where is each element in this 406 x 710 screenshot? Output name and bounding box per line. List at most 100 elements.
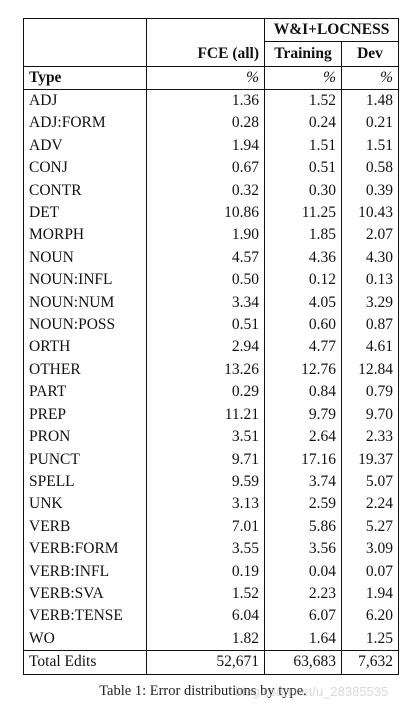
row-training-value: 0.60 bbox=[264, 314, 342, 337]
table-row: ADJ:FORM 0.28 0.24 0.21 bbox=[23, 112, 400, 135]
error-distribution-table-container: W&I+LOCNESS FCE (all) Training Dev Type … bbox=[23, 18, 400, 675]
table-row: OTHER 13.26 12.76 12.84 bbox=[23, 358, 400, 382]
row-fce-value: 0.50 bbox=[146, 269, 265, 292]
row-fce-value: 3.51 bbox=[146, 426, 265, 449]
header-row-columns: FCE (all) Training Dev bbox=[23, 41, 400, 67]
table-row: VERB:SVA 1.52 2.23 1.94 bbox=[23, 582, 400, 606]
total-label: Total Edits bbox=[23, 650, 147, 675]
row-type: DET bbox=[23, 202, 147, 225]
row-training-value: 4.36 bbox=[264, 246, 342, 270]
row-training-value: 17.16 bbox=[264, 448, 342, 471]
row-training-value: 1.85 bbox=[264, 224, 342, 247]
row-dev-value: 2.33 bbox=[340, 426, 400, 449]
row-dev-value: 0.58 bbox=[340, 157, 400, 180]
row-type: NOUN bbox=[23, 246, 147, 270]
row-training-value: 11.25 bbox=[264, 202, 342, 225]
row-fce-value: 1.94 bbox=[146, 134, 265, 158]
table-body: ADJ 1.36 1.52 1.48 ADJ:FORM 0.28 0.24 0.21 ADV 1.… bbox=[23, 89, 400, 651]
header-row-units: Type % % % bbox=[23, 66, 400, 90]
row-fce-value: 0.67 bbox=[146, 157, 265, 180]
row-training-value: 1.64 bbox=[264, 627, 342, 651]
row-dev-value: 0.87 bbox=[340, 314, 400, 337]
table-row: PRON 3.51 2.64 2.33 bbox=[23, 426, 400, 449]
row-type: VERB:FORM bbox=[23, 538, 147, 561]
unit-percent: % bbox=[264, 66, 342, 90]
row-dev-value: 3.09 bbox=[340, 538, 400, 561]
row-dev-value: 6.20 bbox=[340, 605, 400, 628]
header-dev: Dev bbox=[340, 41, 400, 67]
row-training-value: 12.76 bbox=[264, 358, 342, 382]
row-training-value: 0.30 bbox=[264, 179, 342, 203]
row-type: NOUN:INFL bbox=[23, 269, 147, 292]
table-row: UNK 3.13 2.59 2.24 bbox=[23, 493, 400, 516]
row-training-value: 0.04 bbox=[264, 560, 342, 583]
row-training-value: 5.86 bbox=[264, 515, 342, 539]
row-type: ADJ:FORM bbox=[23, 112, 147, 135]
row-training-value: 2.23 bbox=[264, 582, 342, 606]
row-type: VERB:TENSE bbox=[23, 605, 147, 628]
row-dev-value: 0.79 bbox=[340, 381, 400, 404]
row-fce-value: 0.51 bbox=[146, 314, 265, 337]
row-dev-value: 5.07 bbox=[340, 470, 400, 494]
row-type: VERB bbox=[23, 515, 147, 539]
row-training-value: 2.64 bbox=[264, 426, 342, 449]
table-row: NOUN:INFL 0.50 0.12 0.13 bbox=[23, 269, 400, 292]
row-fce-value: 3.55 bbox=[146, 538, 265, 561]
row-dev-value: 12.84 bbox=[340, 358, 400, 382]
table-row: MORPH 1.90 1.85 2.07 bbox=[23, 224, 400, 247]
row-fce-value: 0.19 bbox=[146, 560, 265, 583]
table-row: ORTH 2.94 4.77 4.61 bbox=[23, 336, 400, 359]
total-dev: 7,632 bbox=[340, 650, 400, 675]
unit-percent: % bbox=[146, 66, 265, 90]
row-training-value: 9.79 bbox=[264, 403, 342, 427]
row-training-value: 4.77 bbox=[264, 336, 342, 359]
table-row: CONTR 0.32 0.30 0.39 bbox=[23, 179, 400, 203]
row-fce-value: 11.21 bbox=[146, 403, 265, 427]
row-fce-value: 3.13 bbox=[146, 493, 265, 516]
row-type: PRON bbox=[23, 426, 147, 449]
row-dev-value: 4.61 bbox=[340, 336, 400, 359]
row-dev-value: 4.30 bbox=[340, 246, 400, 270]
row-dev-value: 0.39 bbox=[340, 179, 400, 203]
table-row: NOUN:NUM 3.34 4.05 3.29 bbox=[23, 291, 400, 315]
row-fce-value: 10.86 bbox=[146, 202, 265, 225]
table-row: ADJ 1.36 1.52 1.48 bbox=[23, 89, 400, 113]
error-distribution-table: W&I+LOCNESS FCE (all) Training Dev Type … bbox=[23, 18, 400, 675]
row-type: ADJ bbox=[23, 89, 147, 113]
row-dev-value: 10.43 bbox=[340, 202, 400, 225]
row-training-value: 1.51 bbox=[264, 134, 342, 158]
row-fce-value: 1.90 bbox=[146, 224, 265, 247]
header-group-wi-locness: W&I+LOCNESS bbox=[263, 18, 400, 42]
row-training-value: 0.84 bbox=[264, 381, 342, 404]
row-dev-value: 3.29 bbox=[340, 291, 400, 315]
table-row: VERB:INFL 0.19 0.04 0.07 bbox=[23, 560, 400, 583]
row-type: NOUN:POSS bbox=[23, 314, 147, 337]
row-type: SPELL bbox=[23, 470, 147, 494]
table-row: PREP 11.21 9.79 9.70 bbox=[23, 403, 400, 427]
table-row: NOUN 4.57 4.36 4.30 bbox=[23, 246, 400, 270]
table-row: SPELL 9.59 3.74 5.07 bbox=[23, 470, 400, 494]
row-type: VERB:SVA bbox=[23, 582, 147, 606]
row-type: CONTR bbox=[23, 179, 147, 203]
table-row: VERB:FORM 3.55 3.56 3.09 bbox=[23, 538, 400, 561]
row-training-value: 6.07 bbox=[264, 605, 342, 628]
total-row: Total Edits 52,671 63,683 7,632 bbox=[23, 650, 400, 675]
row-dev-value: 9.70 bbox=[340, 403, 400, 427]
row-type: PREP bbox=[23, 403, 147, 427]
row-training-value: 4.05 bbox=[264, 291, 342, 315]
total-training: 63,683 bbox=[264, 650, 342, 675]
header-empty-cell bbox=[146, 18, 265, 42]
row-dev-value: 2.24 bbox=[340, 493, 400, 516]
row-type: PUNCT bbox=[23, 448, 147, 471]
row-fce-value: 6.04 bbox=[146, 605, 265, 628]
header-type: Type bbox=[23, 66, 147, 90]
row-type: VERB:INFL bbox=[23, 560, 147, 583]
table-row: CONJ 0.67 0.51 0.58 bbox=[23, 157, 400, 180]
table-row: VERB 7.01 5.86 5.27 bbox=[23, 515, 400, 539]
table-row: VERB:TENSE 6.04 6.07 6.20 bbox=[23, 605, 400, 628]
row-fce-value: 2.94 bbox=[146, 336, 265, 359]
row-fce-value: 0.32 bbox=[146, 179, 265, 203]
header-row-group: W&I+LOCNESS bbox=[23, 18, 400, 42]
table-row: ADV 1.94 1.51 1.51 bbox=[23, 134, 400, 158]
row-training-value: 1.52 bbox=[264, 89, 342, 113]
